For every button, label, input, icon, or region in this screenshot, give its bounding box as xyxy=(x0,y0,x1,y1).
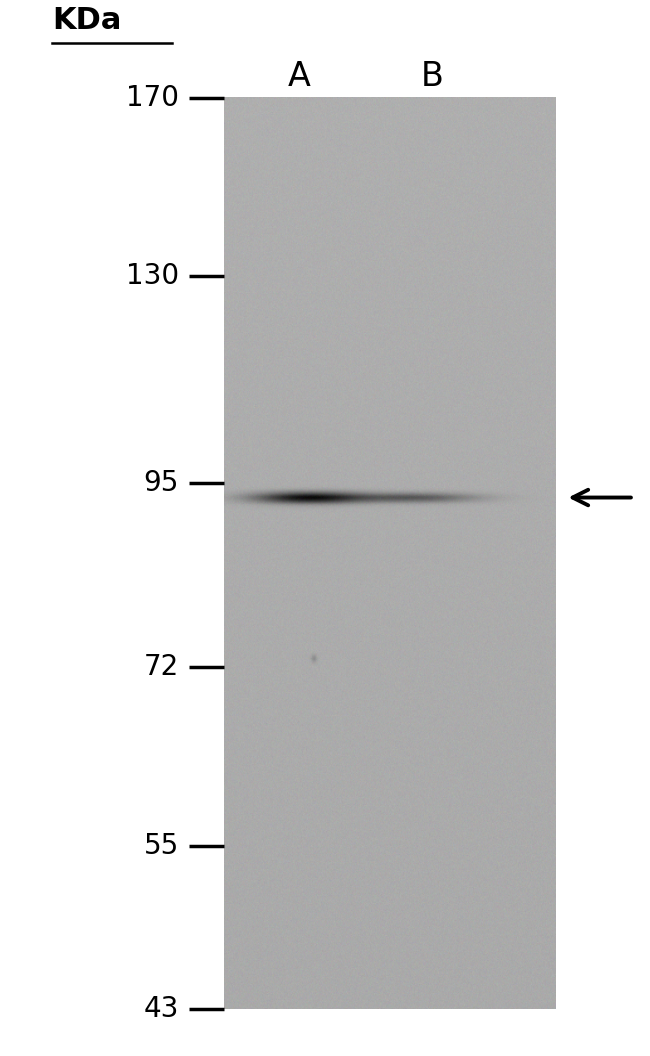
Text: 43: 43 xyxy=(144,995,179,1023)
Text: 130: 130 xyxy=(125,262,179,289)
Text: B: B xyxy=(421,60,444,93)
Text: 95: 95 xyxy=(144,470,179,497)
Text: 55: 55 xyxy=(144,832,179,860)
Text: A: A xyxy=(287,60,311,93)
Text: 72: 72 xyxy=(144,654,179,681)
Text: KDa: KDa xyxy=(52,6,122,35)
Text: 170: 170 xyxy=(125,83,179,112)
